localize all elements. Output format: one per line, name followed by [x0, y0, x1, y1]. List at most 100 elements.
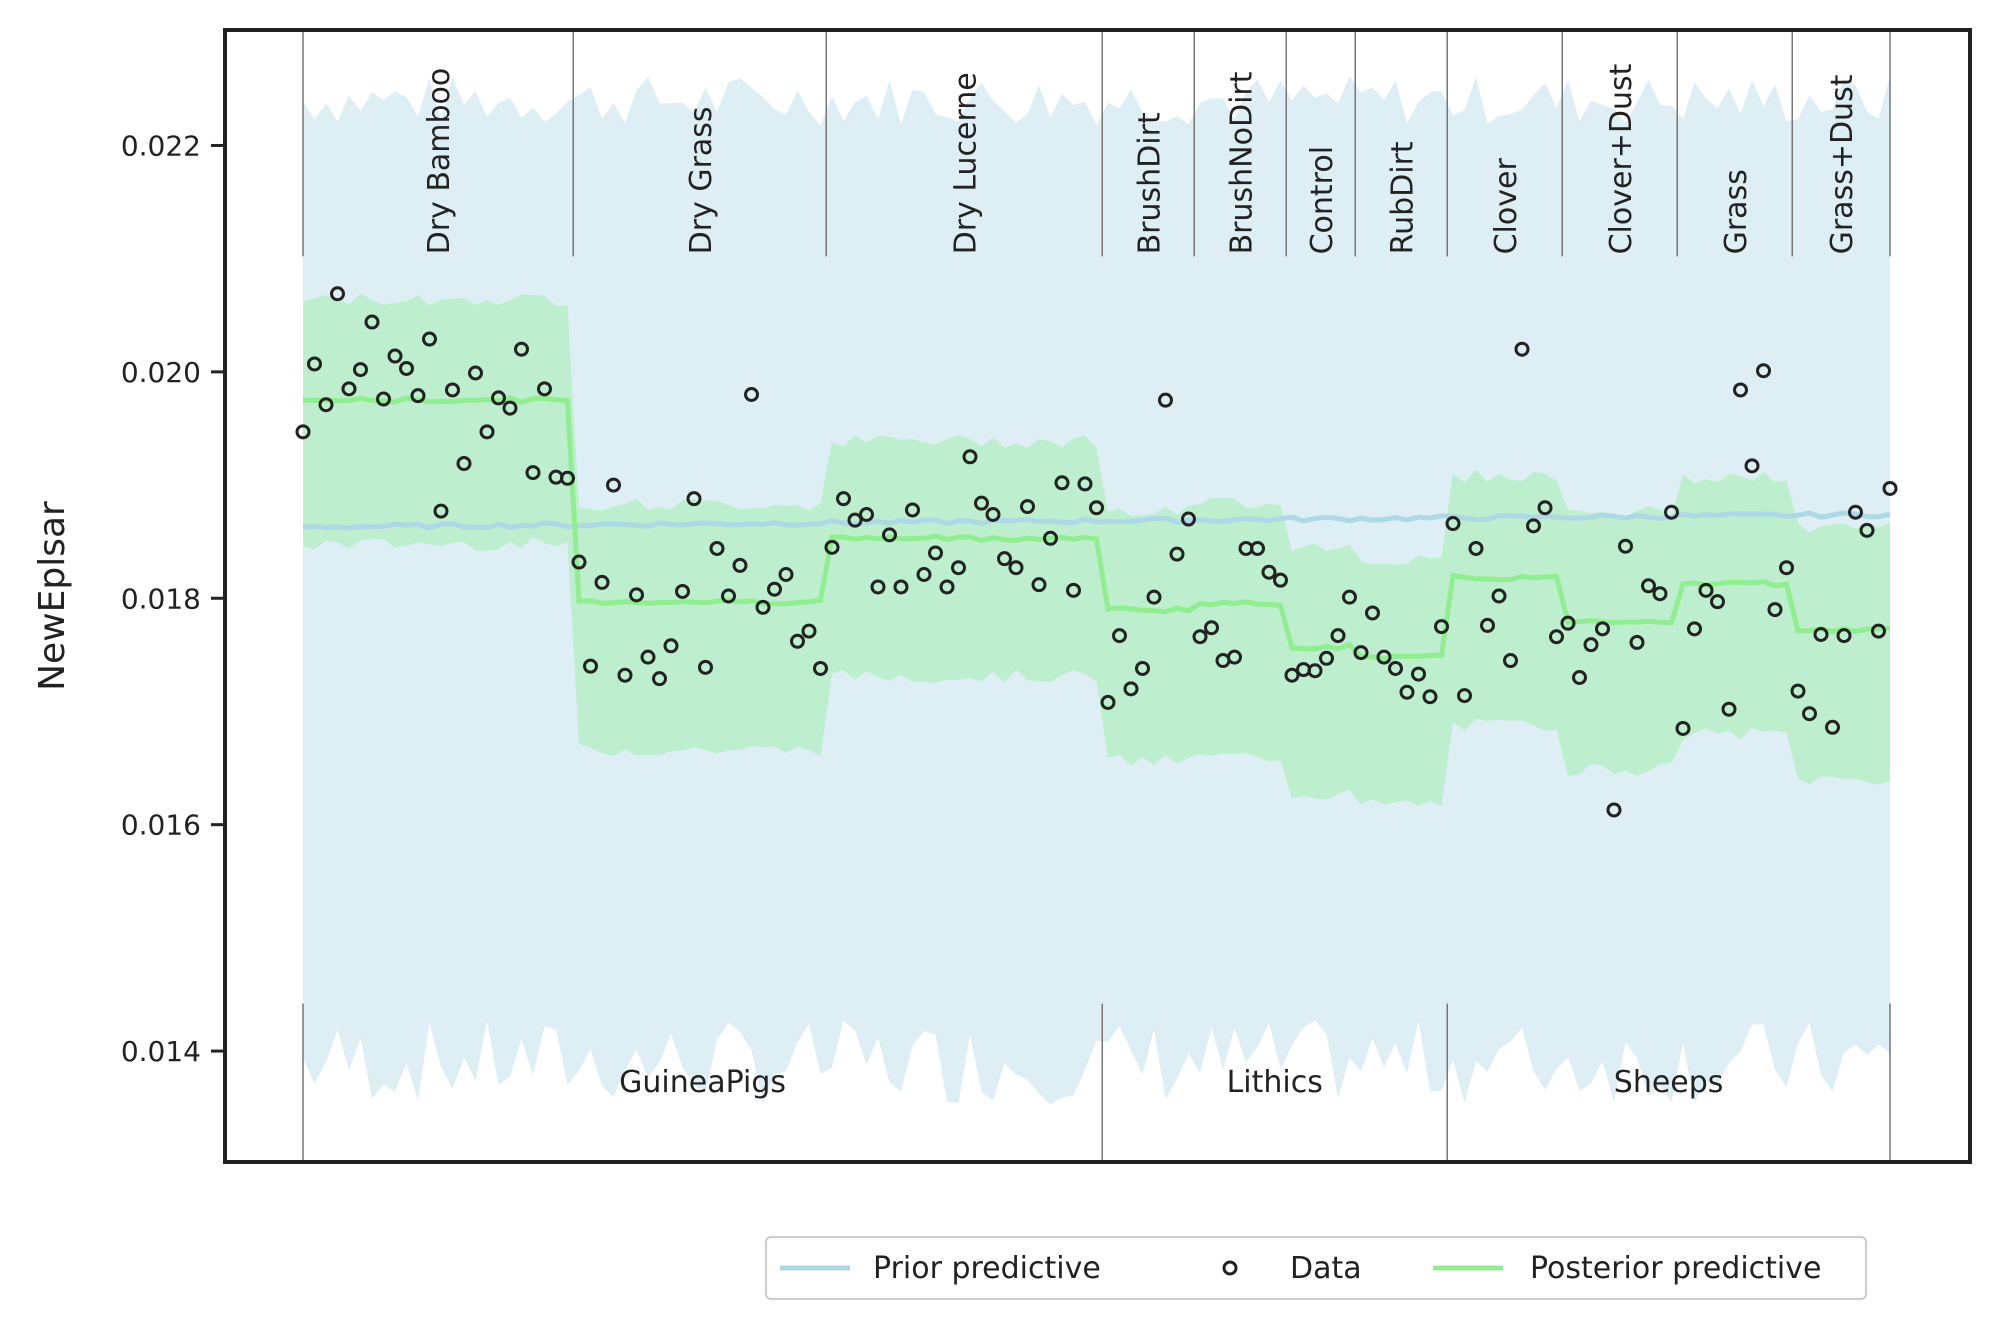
data-point: [1089, 500, 1104, 516]
data-point: [445, 382, 460, 398]
data-point: [1549, 629, 1564, 645]
data-point: [307, 356, 322, 372]
data-point: [882, 527, 897, 543]
data-point: [1848, 504, 1863, 520]
data-point: [916, 566, 932, 582]
category-separators: [302, 30, 1891, 1162]
category-label: Grass: [1719, 169, 1754, 254]
data-point: [801, 623, 817, 639]
group-label: Lithics: [1227, 1065, 1323, 1100]
data-point: [1583, 637, 1599, 653]
data-point: [606, 477, 621, 493]
data-point: [1330, 628, 1346, 644]
category-label: Clover: [1489, 158, 1524, 255]
group-labels: GuineaPigs Lithics Sheeps: [619, 1065, 1723, 1100]
data-point: [870, 579, 886, 595]
legend-data-label: Data: [1290, 1251, 1362, 1286]
y-tick-label: 0.014: [121, 1035, 201, 1068]
data-point: [1434, 619, 1449, 635]
data-point: [893, 579, 909, 595]
data-point: [1342, 589, 1357, 605]
data-point: [1859, 522, 1875, 538]
data-point: [1767, 602, 1783, 618]
data-point: [1158, 392, 1173, 408]
data-point: [456, 456, 472, 472]
data-point: [1112, 628, 1127, 644]
y-tick-label: 0.018: [121, 582, 201, 615]
data-point: [1307, 663, 1323, 679]
data-point: [1445, 516, 1461, 532]
data-point: [709, 540, 725, 556]
data-point: [1813, 626, 1829, 642]
data-point: [1802, 706, 1817, 722]
category-label: Dry Grass: [684, 106, 719, 254]
data-point: [1066, 582, 1081, 598]
data-point: [1077, 476, 1093, 492]
data-point: [1031, 577, 1047, 593]
data-point: [502, 400, 518, 416]
data-point: [824, 539, 840, 555]
data-point: [1871, 623, 1886, 639]
data-point: [387, 348, 403, 364]
data-point: [1664, 504, 1679, 520]
category-label: Clover+Dust: [1604, 63, 1639, 254]
data-point: [1503, 653, 1518, 669]
data-point: [1526, 518, 1541, 534]
plot-frame: [223, 28, 1972, 1164]
data-point: [1284, 667, 1300, 683]
data-point: [1422, 689, 1438, 705]
data-point: [1100, 694, 1116, 710]
data-point: [1698, 582, 1714, 598]
data-point: [1043, 530, 1058, 546]
data-point: [939, 579, 955, 595]
category-label: BrushNoDirt: [1224, 71, 1259, 254]
category-labels: Dry Bamboo Dry Grass Dry Lucerne BrushDirt B…: [422, 63, 1860, 254]
data-point: [686, 491, 702, 507]
data-point: [1273, 572, 1288, 588]
data-point: [1710, 594, 1725, 610]
data-point: [859, 506, 874, 522]
data-point: [594, 574, 610, 590]
data-point: [1779, 560, 1794, 576]
legend-box: [765, 1236, 1867, 1300]
data-point: [1721, 701, 1737, 717]
data-point: [962, 449, 978, 465]
data-point: [640, 649, 656, 665]
data-point: [353, 362, 368, 378]
data-point: [1480, 617, 1495, 633]
data-point: [1836, 628, 1852, 644]
data-points: [295, 286, 1898, 818]
data-point: [847, 512, 863, 528]
data-point: [1560, 615, 1576, 631]
data-point: [1192, 629, 1208, 645]
prior-predictive-line: [302, 510, 1891, 531]
data-point: [560, 470, 575, 486]
data-point: [744, 387, 759, 403]
data-point: [675, 583, 690, 599]
category-label: Dry Bamboo: [422, 68, 457, 255]
data-point: [1595, 621, 1610, 637]
data-point: [1618, 538, 1633, 554]
legend-posterior-label: Posterior predictive: [1530, 1251, 1821, 1286]
data-point: [813, 660, 828, 676]
data-point: [1169, 546, 1185, 562]
data-point: [1675, 720, 1691, 736]
data-point: [410, 388, 426, 404]
data-point: [928, 545, 943, 561]
data-point: [1181, 511, 1196, 527]
data-point: [1376, 649, 1392, 665]
legend: Prior predictive Data Posterior predictive: [765, 1236, 1867, 1300]
y-tick-label: 0.022: [121, 129, 201, 162]
predictive-lines: [302, 395, 1891, 662]
data-point: [364, 314, 380, 330]
data-point: [1790, 683, 1806, 699]
data-point: [836, 491, 851, 507]
data-point: [1319, 650, 1334, 666]
data-point: [767, 581, 782, 597]
category-label: Control: [1305, 146, 1340, 254]
data-point: [525, 465, 541, 481]
category-label: BrushDirt: [1132, 112, 1167, 254]
data-point: [514, 341, 529, 357]
data-point: [1204, 620, 1219, 636]
